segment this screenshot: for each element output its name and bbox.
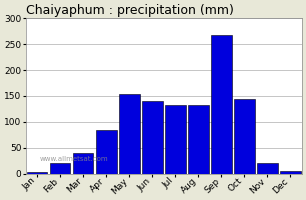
Bar: [96, 130, 117, 174]
Bar: [27, 172, 47, 174]
Bar: [50, 163, 70, 174]
Bar: [142, 101, 162, 174]
Text: www.allmetsat.com: www.allmetsat.com: [39, 156, 108, 162]
Bar: [211, 35, 232, 174]
Bar: [165, 105, 185, 174]
Bar: [188, 105, 209, 174]
Bar: [257, 163, 278, 174]
Bar: [73, 153, 94, 174]
Bar: [234, 99, 255, 174]
Bar: [280, 171, 301, 174]
Text: Chaiyaphum : precipitation (mm): Chaiyaphum : precipitation (mm): [26, 4, 233, 17]
Bar: [119, 94, 140, 174]
